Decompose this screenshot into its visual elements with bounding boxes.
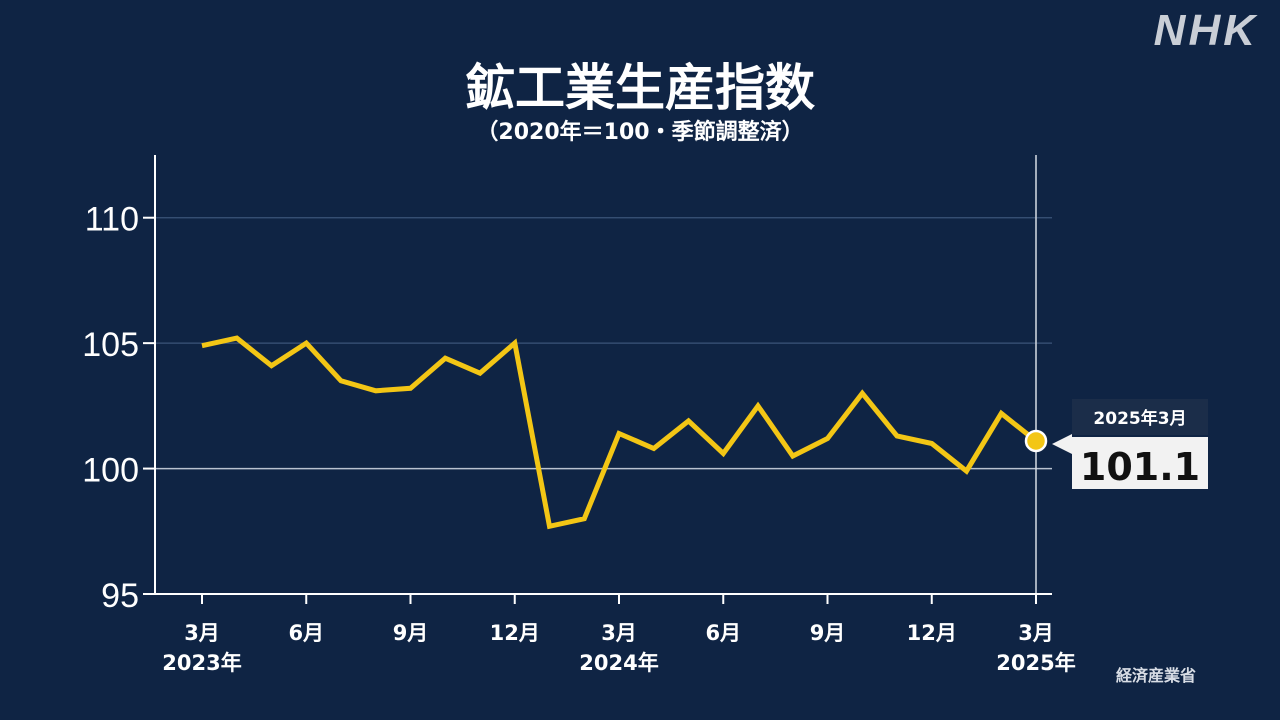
y-tick-label: 100 bbox=[82, 452, 139, 490]
x-tick-label: 12月 bbox=[490, 621, 540, 645]
x-year-label: 2024年 bbox=[579, 651, 658, 675]
callout-header-box bbox=[1072, 399, 1208, 435]
x-tick-label: 3月 bbox=[1018, 621, 1054, 645]
y-tick-label: 110 bbox=[85, 201, 139, 239]
source-label: 経済産業省 bbox=[1116, 666, 1197, 685]
series-line bbox=[201, 335, 1038, 530]
chart-subtitle: （2020年＝100・季節調整済） bbox=[476, 120, 804, 145]
callout-date: 2025年3月 bbox=[1093, 408, 1186, 429]
chart-title: 鉱工業生産指数 bbox=[465, 59, 815, 117]
x-year-label: 2025年 bbox=[996, 651, 1075, 675]
x-tick-label: 6月 bbox=[705, 621, 741, 645]
series-layer bbox=[201, 335, 1048, 530]
x-tick-label: 12月 bbox=[907, 621, 957, 645]
callout-pointer bbox=[1052, 434, 1072, 454]
nhk-logo: NHK bbox=[1153, 6, 1258, 55]
y-tick-label: 95 bbox=[101, 577, 139, 615]
latest-point-marker bbox=[1024, 429, 1048, 453]
x-tick-label: 3月 bbox=[184, 621, 220, 645]
callout-value-box bbox=[1072, 437, 1208, 489]
callout: 2025年3月 101.1 bbox=[1052, 399, 1208, 489]
axis-layer: 95 100 105 110 3月 2023年 6月 9月 12月 3月 2024年 6月 9月 12月 3… bbox=[82, 155, 1076, 675]
x-tick-label: 9月 bbox=[393, 621, 429, 645]
grid-layer bbox=[155, 155, 1052, 594]
y-tick-label: 105 bbox=[82, 326, 139, 364]
x-year-label: 2023年 bbox=[162, 651, 241, 675]
x-tick-label: 9月 bbox=[810, 621, 846, 645]
x-tick-label: 6月 bbox=[288, 621, 324, 645]
callout-value: 101.1 bbox=[1080, 445, 1200, 489]
x-tick-label: 3月 bbox=[601, 621, 637, 645]
